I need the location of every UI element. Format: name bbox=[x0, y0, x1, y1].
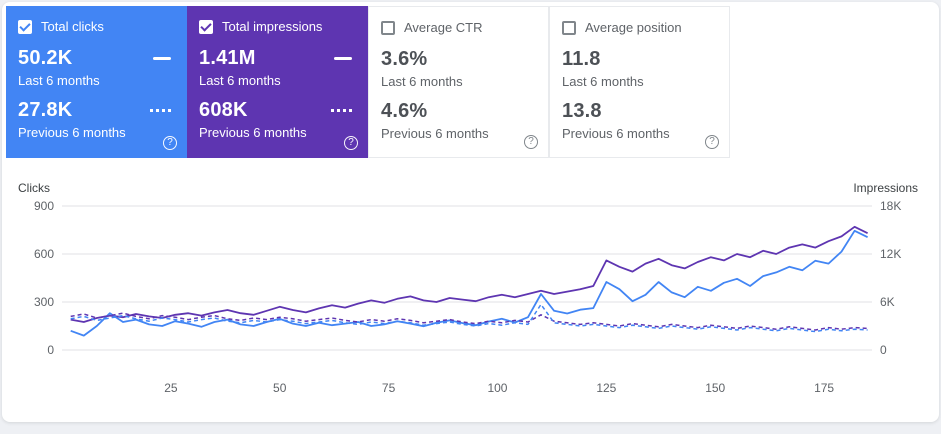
metric-row-current: 11.8 bbox=[562, 48, 717, 71]
metric-value: 13.8 bbox=[562, 100, 602, 122]
card-label: Average CTR bbox=[404, 20, 483, 35]
solid-line-icon bbox=[153, 57, 171, 60]
metric-cards-row: Total clicks 50.2K Last 6 months 27.8K P… bbox=[2, 2, 939, 158]
svg-text:900: 900 bbox=[34, 199, 54, 213]
metric-period: Last 6 months bbox=[562, 74, 644, 89]
svg-text:25: 25 bbox=[164, 381, 178, 395]
dotted-line-icon bbox=[331, 109, 352, 112]
svg-text:100: 100 bbox=[487, 381, 507, 395]
metric-card-total-clicks[interactable]: Total clicks 50.2K Last 6 months 27.8K P… bbox=[6, 6, 187, 158]
metric-period: Previous 6 months bbox=[199, 125, 307, 140]
average-position-checkbox[interactable] bbox=[562, 20, 576, 35]
solid-line-icon bbox=[334, 57, 352, 60]
card-label: Total clicks bbox=[41, 19, 104, 34]
metric-row-previous: 27.8K bbox=[18, 99, 175, 122]
svg-text:125: 125 bbox=[596, 381, 616, 395]
card-label: Total impressions bbox=[222, 19, 323, 34]
help-icon[interactable]: ? bbox=[163, 136, 177, 150]
performance-panel: Total clicks 50.2K Last 6 months 27.8K P… bbox=[2, 2, 939, 422]
svg-text:0: 0 bbox=[880, 343, 887, 357]
metric-card-average-ctr[interactable]: Average CTR 3.6% Last 6 months 4.6% Prev… bbox=[368, 6, 549, 158]
metric-card-total-impressions[interactable]: Total impressions 1.41M Last 6 months 60… bbox=[187, 6, 368, 158]
svg-text:175: 175 bbox=[814, 381, 834, 395]
help-icon[interactable]: ? bbox=[344, 136, 358, 150]
metric-period: Previous 6 months bbox=[18, 125, 126, 140]
card-label: Average position bbox=[585, 20, 682, 35]
svg-text:150: 150 bbox=[705, 381, 725, 395]
metric-row-previous: 13.8 bbox=[562, 100, 717, 123]
metric-value: 11.8 bbox=[562, 48, 601, 70]
svg-text:12K: 12K bbox=[880, 247, 901, 261]
performance-chart: Clicks Impressions 900 18K 600 12K 300 6K 0 0 25 50… bbox=[2, 178, 939, 406]
help-icon[interactable]: ? bbox=[705, 135, 719, 149]
performance-chart-svg: Clicks Impressions 900 18K 600 12K 300 6K 0 0 25 50… bbox=[18, 181, 918, 395]
svg-text:600: 600 bbox=[34, 247, 54, 261]
metric-period: Last 6 months bbox=[199, 73, 281, 88]
svg-text:Clicks: Clicks bbox=[18, 181, 50, 195]
metric-value: 1.41M bbox=[199, 47, 256, 69]
average-ctr-checkbox[interactable] bbox=[381, 20, 395, 35]
metric-value: 608K bbox=[199, 99, 248, 121]
card-header: Average CTR bbox=[381, 20, 536, 35]
metric-row-previous: 4.6% bbox=[381, 100, 536, 123]
metric-period: Last 6 months bbox=[381, 74, 463, 89]
dotted-line-icon bbox=[150, 109, 171, 112]
card-header: Total impressions bbox=[199, 19, 356, 34]
svg-text:300: 300 bbox=[34, 295, 54, 309]
metric-value: 50.2K bbox=[18, 47, 73, 69]
metric-value: 3.6% bbox=[381, 48, 428, 70]
total-clicks-checkbox[interactable] bbox=[18, 19, 32, 34]
metric-row-current: 3.6% bbox=[381, 48, 536, 71]
help-icon[interactable]: ? bbox=[524, 135, 538, 149]
metric-period: Last 6 months bbox=[18, 73, 100, 88]
svg-text:50: 50 bbox=[273, 381, 287, 395]
svg-text:18K: 18K bbox=[880, 199, 901, 213]
metric-period: Previous 6 months bbox=[562, 126, 670, 141]
metric-card-average-position[interactable]: Average position 11.8 Last 6 months 13.8… bbox=[549, 6, 730, 158]
svg-text:Impressions: Impressions bbox=[853, 181, 918, 195]
metric-row-current: 1.41M bbox=[199, 47, 356, 70]
metric-row-previous: 608K bbox=[199, 99, 356, 122]
svg-text:75: 75 bbox=[382, 381, 396, 395]
svg-text:6K: 6K bbox=[880, 295, 895, 309]
svg-text:0: 0 bbox=[47, 343, 54, 357]
metric-value: 27.8K bbox=[18, 99, 73, 121]
card-header: Average position bbox=[562, 20, 717, 35]
metric-row-current: 50.2K bbox=[18, 47, 175, 70]
total-impressions-checkbox[interactable] bbox=[199, 19, 213, 34]
metric-period: Previous 6 months bbox=[381, 126, 489, 141]
metric-value: 4.6% bbox=[381, 100, 428, 122]
card-header: Total clicks bbox=[18, 19, 175, 34]
